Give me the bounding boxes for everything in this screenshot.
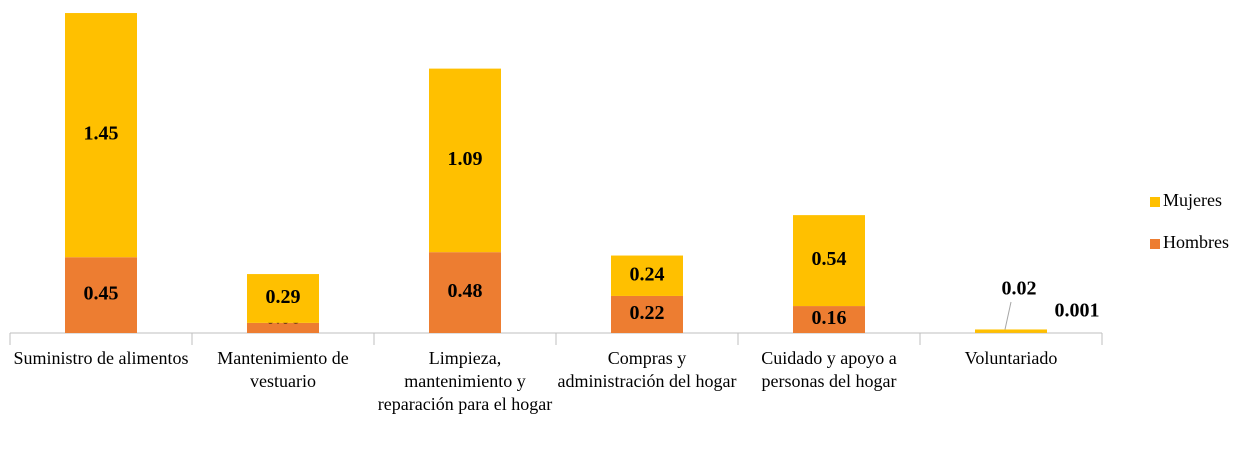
x-label-box: Suministro de alimentos [13, 348, 189, 368]
data-label: 0.16 [812, 307, 847, 329]
leader-line [1004, 301, 1012, 330]
data-label: 0.02 [1002, 278, 1037, 300]
x-tick-label: Mantenimiento de vestuario [217, 348, 349, 391]
bar-segment [429, 252, 501, 333]
x-label-box: Cuidado y apoyo a personas del hogar [761, 348, 897, 391]
x-label-box: Compras y administración del hogar [557, 348, 737, 391]
data-label: 0.54 [812, 248, 847, 270]
legend-swatch [1150, 197, 1160, 207]
legend-label: Mujeres [1163, 190, 1222, 210]
bar-segment [793, 215, 865, 307]
data-label: 0.22 [630, 302, 665, 324]
x-label-box: Mantenimiento de vestuario [217, 348, 349, 391]
bar-segment [65, 257, 137, 333]
data-label: 0.29 [266, 286, 301, 308]
data-label: 1.45 [84, 123, 119, 145]
x-tick-label: Suministro de alimentos [13, 348, 189, 368]
legend-label: Hombres [1163, 232, 1229, 252]
bar-segment [611, 295, 683, 333]
bar-segment [247, 322, 319, 333]
bar-segment [429, 68, 501, 253]
x-tick-label: Cuidado y apoyo a personas del hogar [761, 348, 897, 391]
bar-segment [65, 13, 137, 258]
bar-segment [975, 329, 1047, 333]
data-label: 0.001 [1055, 300, 1100, 322]
x-tick-label: Limpieza, mantenimiento y reparación par… [377, 348, 553, 414]
legend-swatch [1150, 239, 1160, 249]
x-tick-label: Voluntariado [964, 348, 1058, 368]
bar-segment [611, 255, 683, 296]
x-tick-label: Compras y administración del hogar [557, 348, 737, 391]
data-label: 0.48 [448, 280, 483, 302]
data-label: 0.45 [84, 283, 119, 305]
x-label-box: Voluntariado [964, 348, 1058, 368]
bar-segment [247, 274, 319, 323]
data-label: 1.09 [448, 148, 483, 170]
x-label-box: Limpieza, mantenimiento y reparación par… [377, 348, 553, 414]
bar-segment [793, 306, 865, 333]
data-label: 0.24 [630, 263, 665, 285]
